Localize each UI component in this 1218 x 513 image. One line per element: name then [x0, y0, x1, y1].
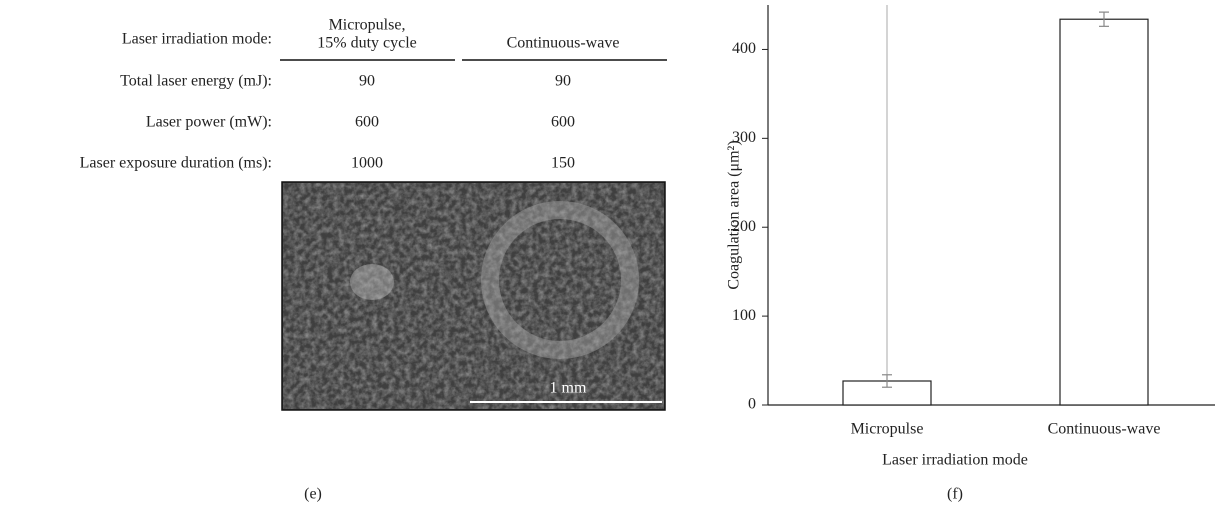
y-axis-label: Coagulation area (μm²): [726, 140, 743, 289]
y-tick-label: 400: [732, 40, 756, 57]
x-tick-label: Micropulse: [851, 421, 924, 438]
scale-bar-label: 1 mm: [550, 380, 587, 397]
cell: 600: [355, 114, 379, 131]
panel-label: (f): [947, 486, 963, 503]
cell: 1000: [351, 155, 383, 172]
micrograph: [282, 182, 665, 410]
figure: Laser irradiation mode: Micropulse,15% du…: [0, 0, 1218, 508]
y-tick-label: 0: [748, 396, 756, 413]
panel-label: (e): [304, 486, 322, 503]
column-header: Micropulse,: [329, 17, 406, 34]
y-tick-label: 100: [732, 307, 756, 324]
cell: 600: [551, 114, 575, 131]
column-header: 15% duty cycle: [317, 35, 417, 52]
cell: 90: [359, 73, 375, 90]
cell: 150: [551, 155, 575, 172]
row-label: Laser exposure duration (ms):: [80, 155, 272, 172]
x-tick-label: Continuous-wave: [1048, 421, 1161, 438]
cell: 90: [555, 73, 571, 90]
bar: [1060, 19, 1148, 405]
x-axis-label: Laser irradiation mode: [882, 452, 1028, 469]
row-label: Total laser energy (mJ):: [120, 73, 272, 90]
row-label: Laser power (mW):: [146, 114, 272, 131]
row-label: Laser irradiation mode:: [122, 31, 272, 48]
column-header: Continuous-wave: [507, 35, 620, 52]
